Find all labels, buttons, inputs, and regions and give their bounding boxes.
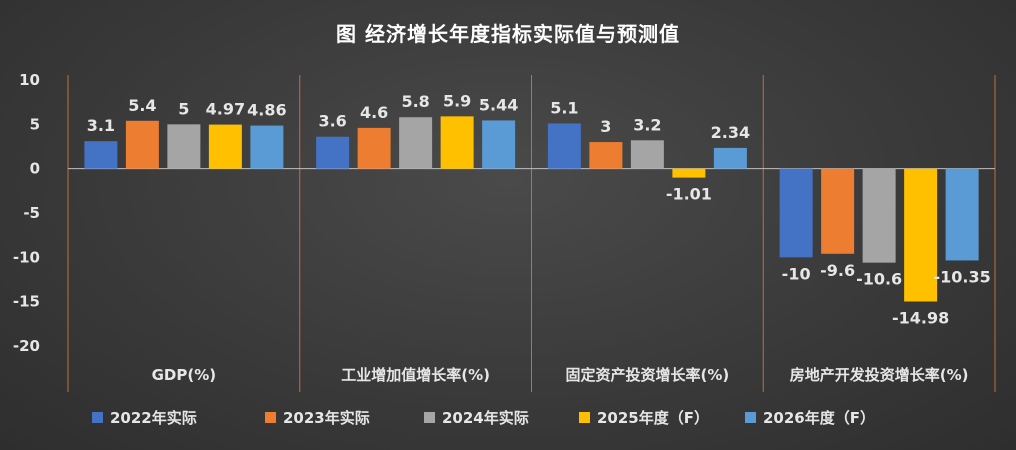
data-label: 5.8 (401, 92, 429, 111)
bar (440, 116, 474, 169)
y-tick-label: -20 (13, 337, 40, 355)
data-label: 4.86 (247, 101, 286, 120)
data-label: -10 (782, 264, 811, 283)
y-tick-label: -15 (13, 293, 40, 311)
category-label: 固定资产投资增长率(%) (566, 366, 730, 384)
bar (125, 120, 159, 169)
data-label: 5.9 (443, 91, 471, 110)
legend-label: 2026年度（F） (763, 409, 875, 427)
bar (250, 125, 284, 169)
bar (357, 127, 391, 169)
bar (316, 136, 350, 169)
category-label: GDP(%) (152, 366, 217, 384)
data-label: -10.35 (934, 267, 991, 286)
data-label: 2.34 (711, 123, 750, 142)
data-label: 3.6 (318, 112, 346, 131)
y-tick-label: 10 (19, 71, 40, 89)
data-label: 4.97 (206, 100, 245, 119)
data-label: 3.2 (633, 115, 661, 134)
bar (713, 147, 747, 169)
bar (399, 117, 433, 169)
bar (589, 142, 623, 169)
data-label: -9.6 (820, 261, 855, 280)
chart-title: 图 经济增长年度指标实际值与预测值 (336, 22, 680, 46)
y-tick-label: 0 (30, 160, 40, 178)
data-label: 5.44 (479, 95, 518, 114)
bar (630, 140, 664, 169)
category-label: 工业增加值增长率(%) (341, 366, 490, 384)
y-tick-label: -10 (13, 248, 40, 266)
bar (84, 141, 118, 169)
bar (862, 168, 896, 263)
bar (904, 168, 938, 302)
legend-swatch (265, 412, 276, 423)
data-label: -1.01 (666, 185, 712, 204)
bar (672, 168, 706, 178)
data-label: -14.98 (892, 308, 949, 327)
legend-swatch (424, 412, 435, 423)
legend-label: 2024年实际 (442, 409, 529, 427)
legend-label: 2025年度（F） (597, 409, 709, 427)
bar (167, 124, 201, 169)
data-label: 5 (178, 99, 189, 118)
data-label: 5.1 (550, 98, 578, 117)
bar (208, 124, 242, 169)
bar (945, 168, 979, 261)
data-label: 3 (600, 117, 611, 136)
bar (482, 120, 516, 169)
data-label: 3.1 (87, 116, 115, 135)
legend-swatch (92, 412, 103, 423)
bar (821, 168, 855, 254)
data-label: -10.6 (856, 270, 902, 289)
legend-swatch (579, 412, 590, 423)
data-label: 4.6 (360, 103, 388, 122)
bar (779, 168, 813, 258)
category-label: 房地产开发投资增长率(%) (790, 366, 969, 384)
bar (547, 123, 581, 169)
y-tick-label: 5 (30, 115, 40, 133)
y-tick-label: -5 (23, 204, 40, 222)
legend-swatch (745, 412, 756, 423)
legend-label: 2022年实际 (110, 409, 197, 427)
data-label: 5.4 (128, 96, 156, 115)
legend-label: 2023年实际 (283, 409, 370, 427)
